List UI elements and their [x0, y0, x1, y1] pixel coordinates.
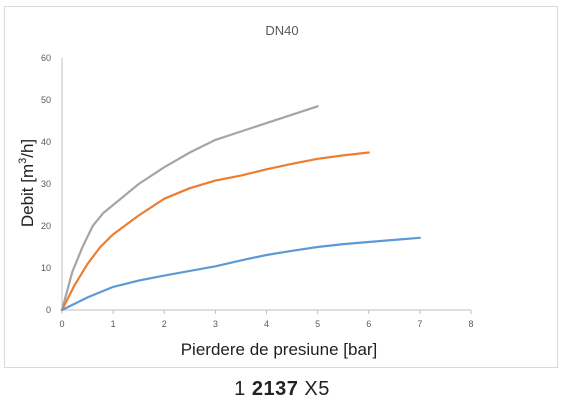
y-tick-label: 20 [41, 221, 51, 231]
y-tick-label: 60 [41, 53, 51, 63]
y-axis-label: Debit [m3/h] [17, 139, 37, 227]
x-tick-label: 0 [59, 319, 64, 329]
y-axis-label-end: /h] [18, 139, 37, 158]
x-tick-label: 5 [315, 319, 320, 329]
x-tick-label: 3 [213, 319, 218, 329]
y-tick-label: 10 [41, 263, 51, 273]
x-tick-label: 4 [264, 319, 269, 329]
x-tick-label: 7 [417, 319, 422, 329]
caption-suffix: X5 [298, 378, 330, 400]
x-tick-label: 8 [468, 319, 473, 329]
caption-bold: 2137 [251, 378, 299, 400]
x-axis-label: Pierdere de presiune [bar] [181, 340, 378, 359]
y-tick-label: 40 [41, 137, 51, 147]
y-tick-label: 30 [41, 179, 51, 189]
y-axis-label-sup: 3 [17, 158, 29, 164]
chart-title: DN40 [265, 23, 298, 38]
plot-lines [60, 105, 421, 312]
y-tick-label: 50 [41, 95, 51, 105]
x-tick-label: 1 [111, 319, 116, 329]
y-tick-label: 0 [46, 305, 51, 315]
x-tick-label: 2 [162, 319, 167, 329]
series-line-1 [60, 105, 319, 312]
series-line-2 [60, 151, 370, 312]
caption: 1 2137 X5 [0, 378, 564, 401]
x-tick-label: 6 [366, 319, 371, 329]
caption-prefix: 1 [234, 378, 252, 400]
chart-frame [4, 6, 558, 368]
y-axis-label-main: Debit [m [18, 164, 37, 227]
series-line-3 [60, 236, 421, 312]
line-chart: DN40 0 1 2 3 4 5 6 7 8 0 10 20 30 40 50 60 Pierdere de … [17, 23, 474, 359]
axes: 0 1 2 3 4 5 6 7 8 0 10 20 30 40 50 60 [41, 53, 474, 329]
